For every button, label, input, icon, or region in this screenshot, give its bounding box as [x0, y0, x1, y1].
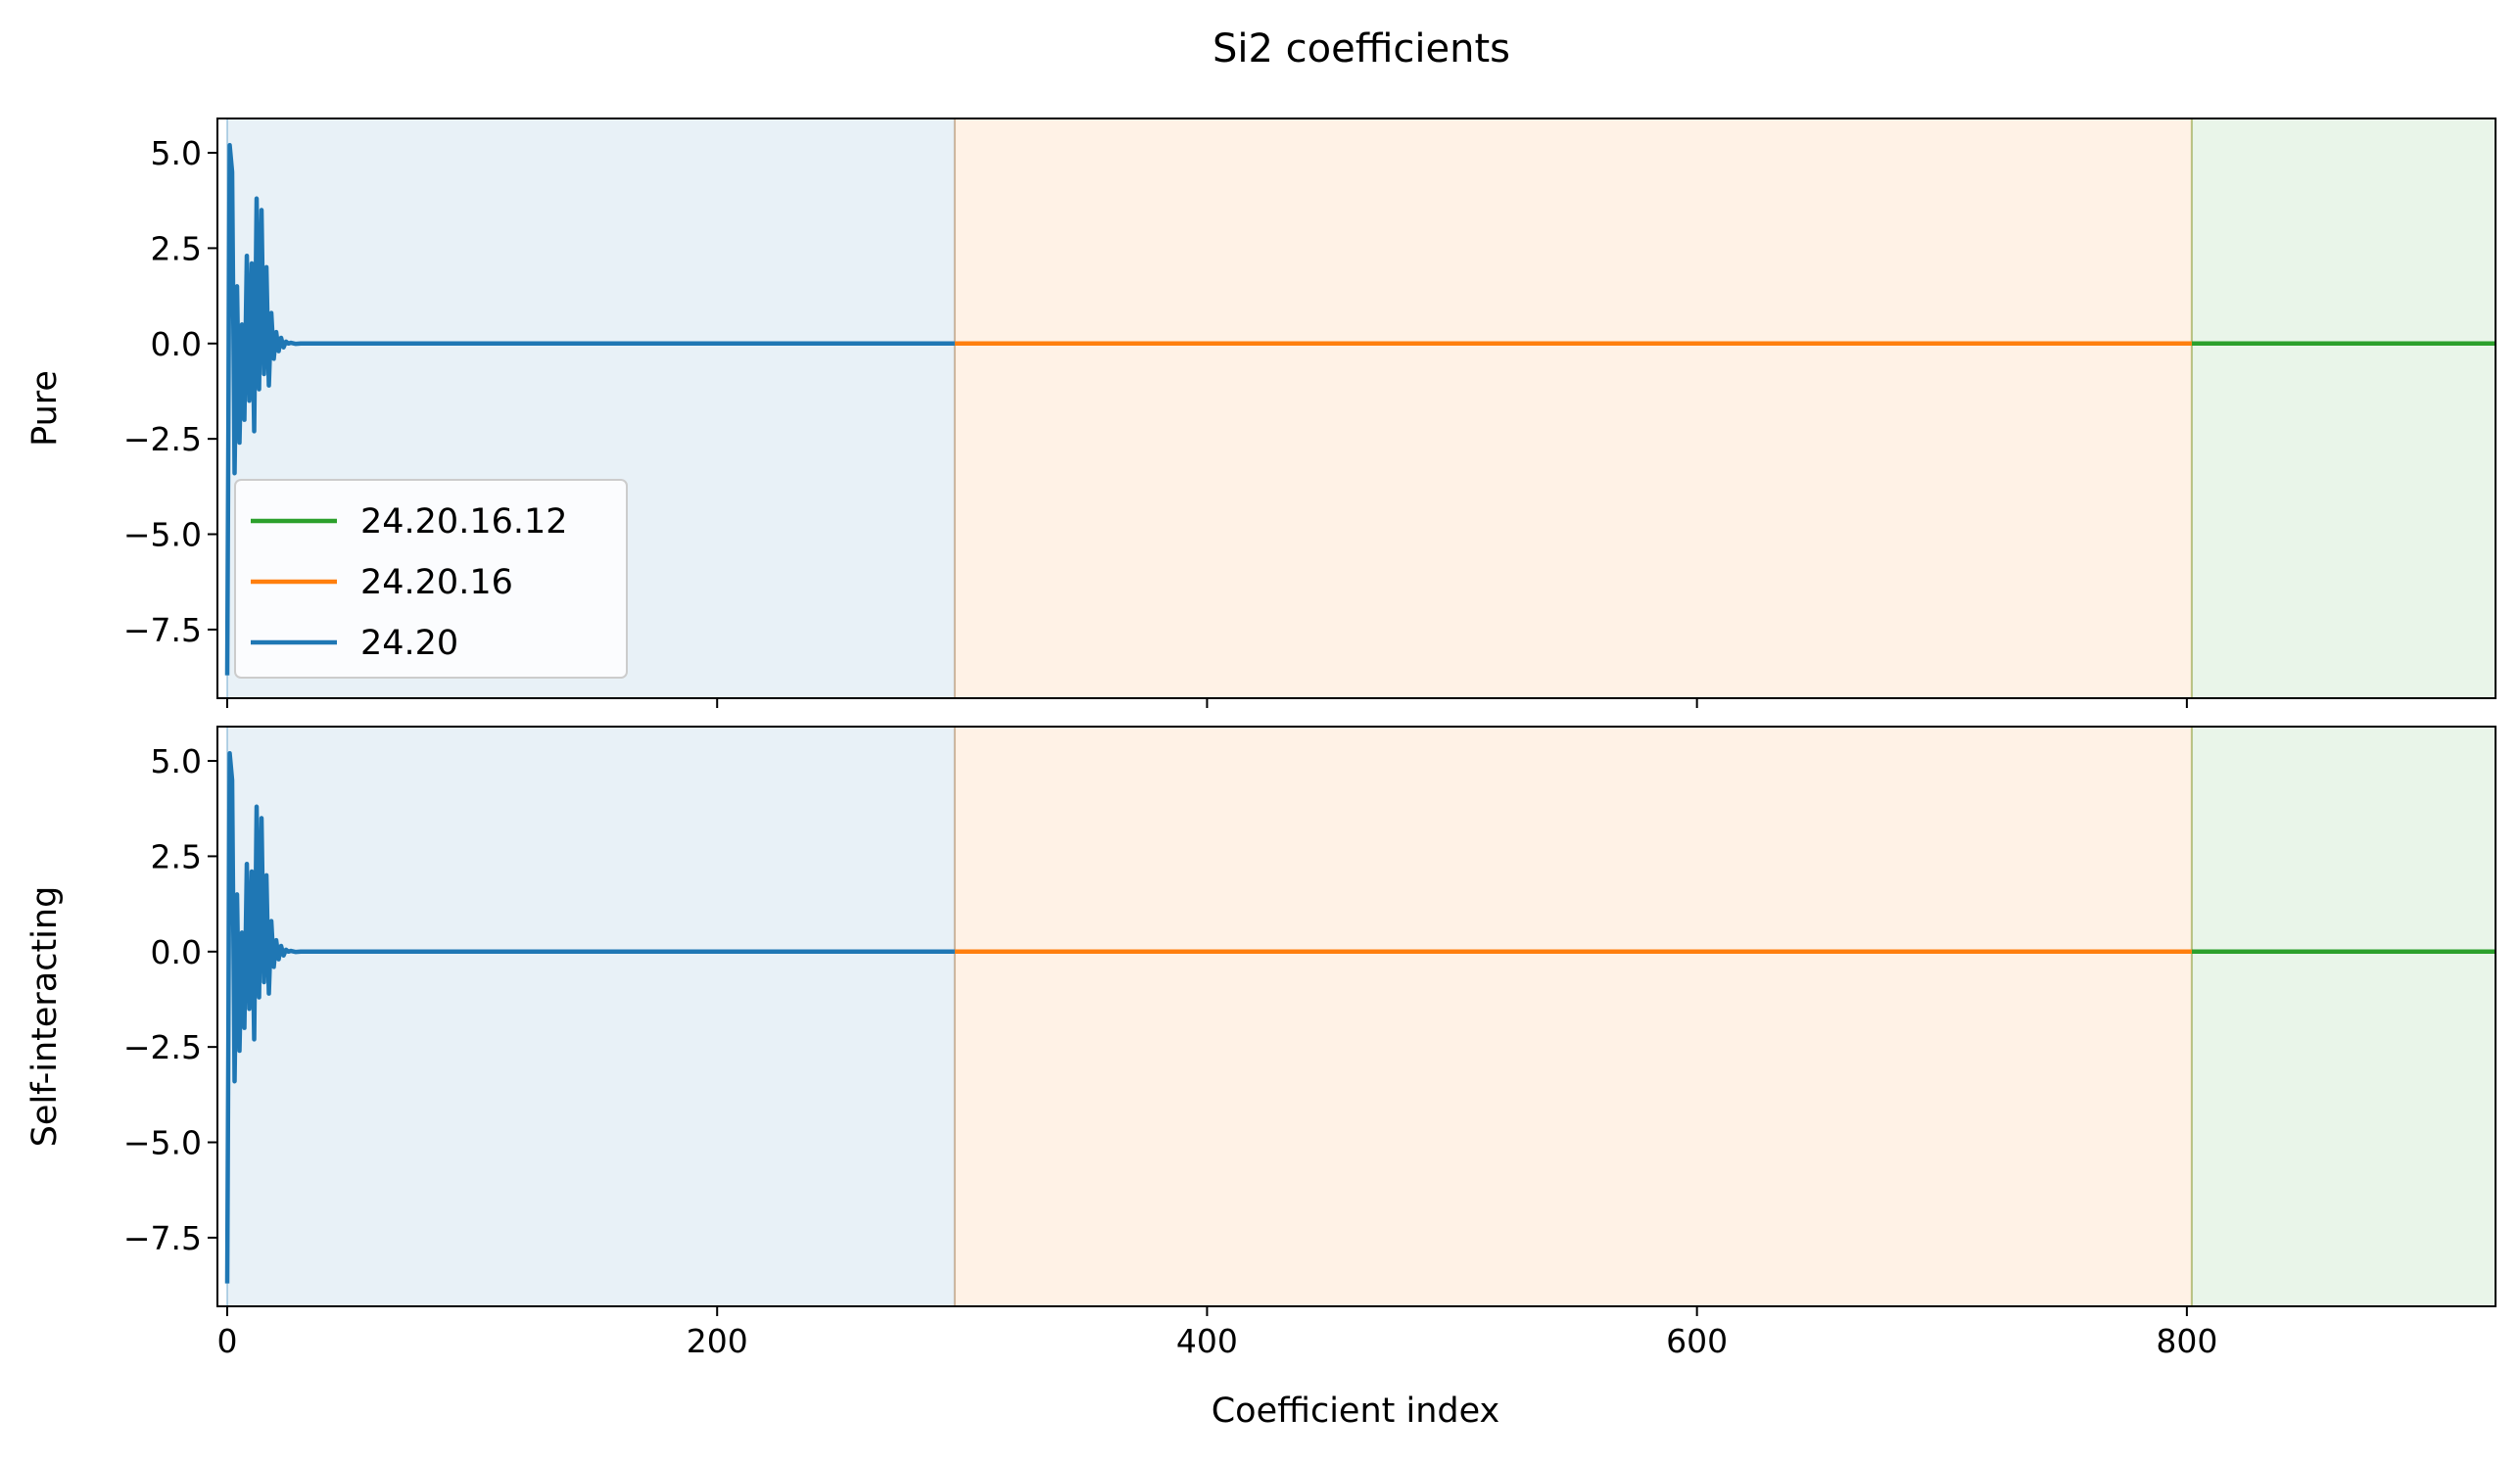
panel-pure: 5.02.50.0−2.5−5.0−7.5Pure24.20.16.1224.2…	[25, 118, 2496, 708]
y-tick-label: −2.5	[123, 420, 202, 458]
series-24-20-line	[224, 751, 955, 1284]
x-tick-label: 800	[2156, 1322, 2217, 1360]
region-24-20	[226, 727, 956, 1306]
y-tick-label: 2.5	[151, 229, 202, 267]
y-axis-label: Self-interacting	[25, 886, 65, 1148]
legend-entry-label: 24.20	[360, 624, 458, 663]
x-tick-label: 200	[687, 1322, 748, 1360]
series-24-20-line	[224, 143, 955, 676]
y-tick-label: −2.5	[123, 1028, 202, 1066]
y-tick-label: 5.0	[151, 134, 202, 172]
region-24-20-16-12	[2190, 727, 2496, 1306]
axes-frame	[216, 118, 2496, 699]
panel-self-interacting: 5.0 2.5 0.0 −2.5 −5.0 −7.5 0 200 400 600 800 Self-i…	[25, 726, 2496, 1360]
x-tick-label: 0	[217, 1322, 238, 1360]
y-tick-label: −5.0	[123, 516, 202, 554]
y-tick-label: 5.0	[151, 742, 202, 780]
region-24-20-16	[953, 727, 2193, 1306]
y-tick-label: −7.5	[123, 611, 202, 649]
y-tick-label: 0.0	[151, 325, 202, 363]
x-tick-label: 600	[1666, 1322, 1728, 1360]
axes-frame	[216, 726, 2496, 1307]
legend-box	[234, 479, 628, 679]
figure-title: Si2 coefficients	[1212, 26, 1510, 71]
x-tick-label: 400	[1176, 1322, 1238, 1360]
y-tick-label: −7.5	[123, 1219, 202, 1257]
legend: 24.20.16.12 24.20.16 24.20	[234, 479, 628, 679]
y-axis-label: Pure	[25, 370, 65, 447]
region-24-20-16	[953, 118, 2193, 698]
x-axis-label: Coefficient index	[1212, 1392, 1500, 1431]
region-24-20-16-12	[2190, 118, 2496, 698]
legend-entry-label: 24.20.16	[360, 563, 513, 602]
y-tick-label: 2.5	[151, 837, 202, 875]
y-tick-label: −5.0	[123, 1124, 202, 1162]
legend-entry-label: 24.20.16.12	[360, 502, 568, 542]
y-tick-label: 0.0	[151, 933, 202, 971]
